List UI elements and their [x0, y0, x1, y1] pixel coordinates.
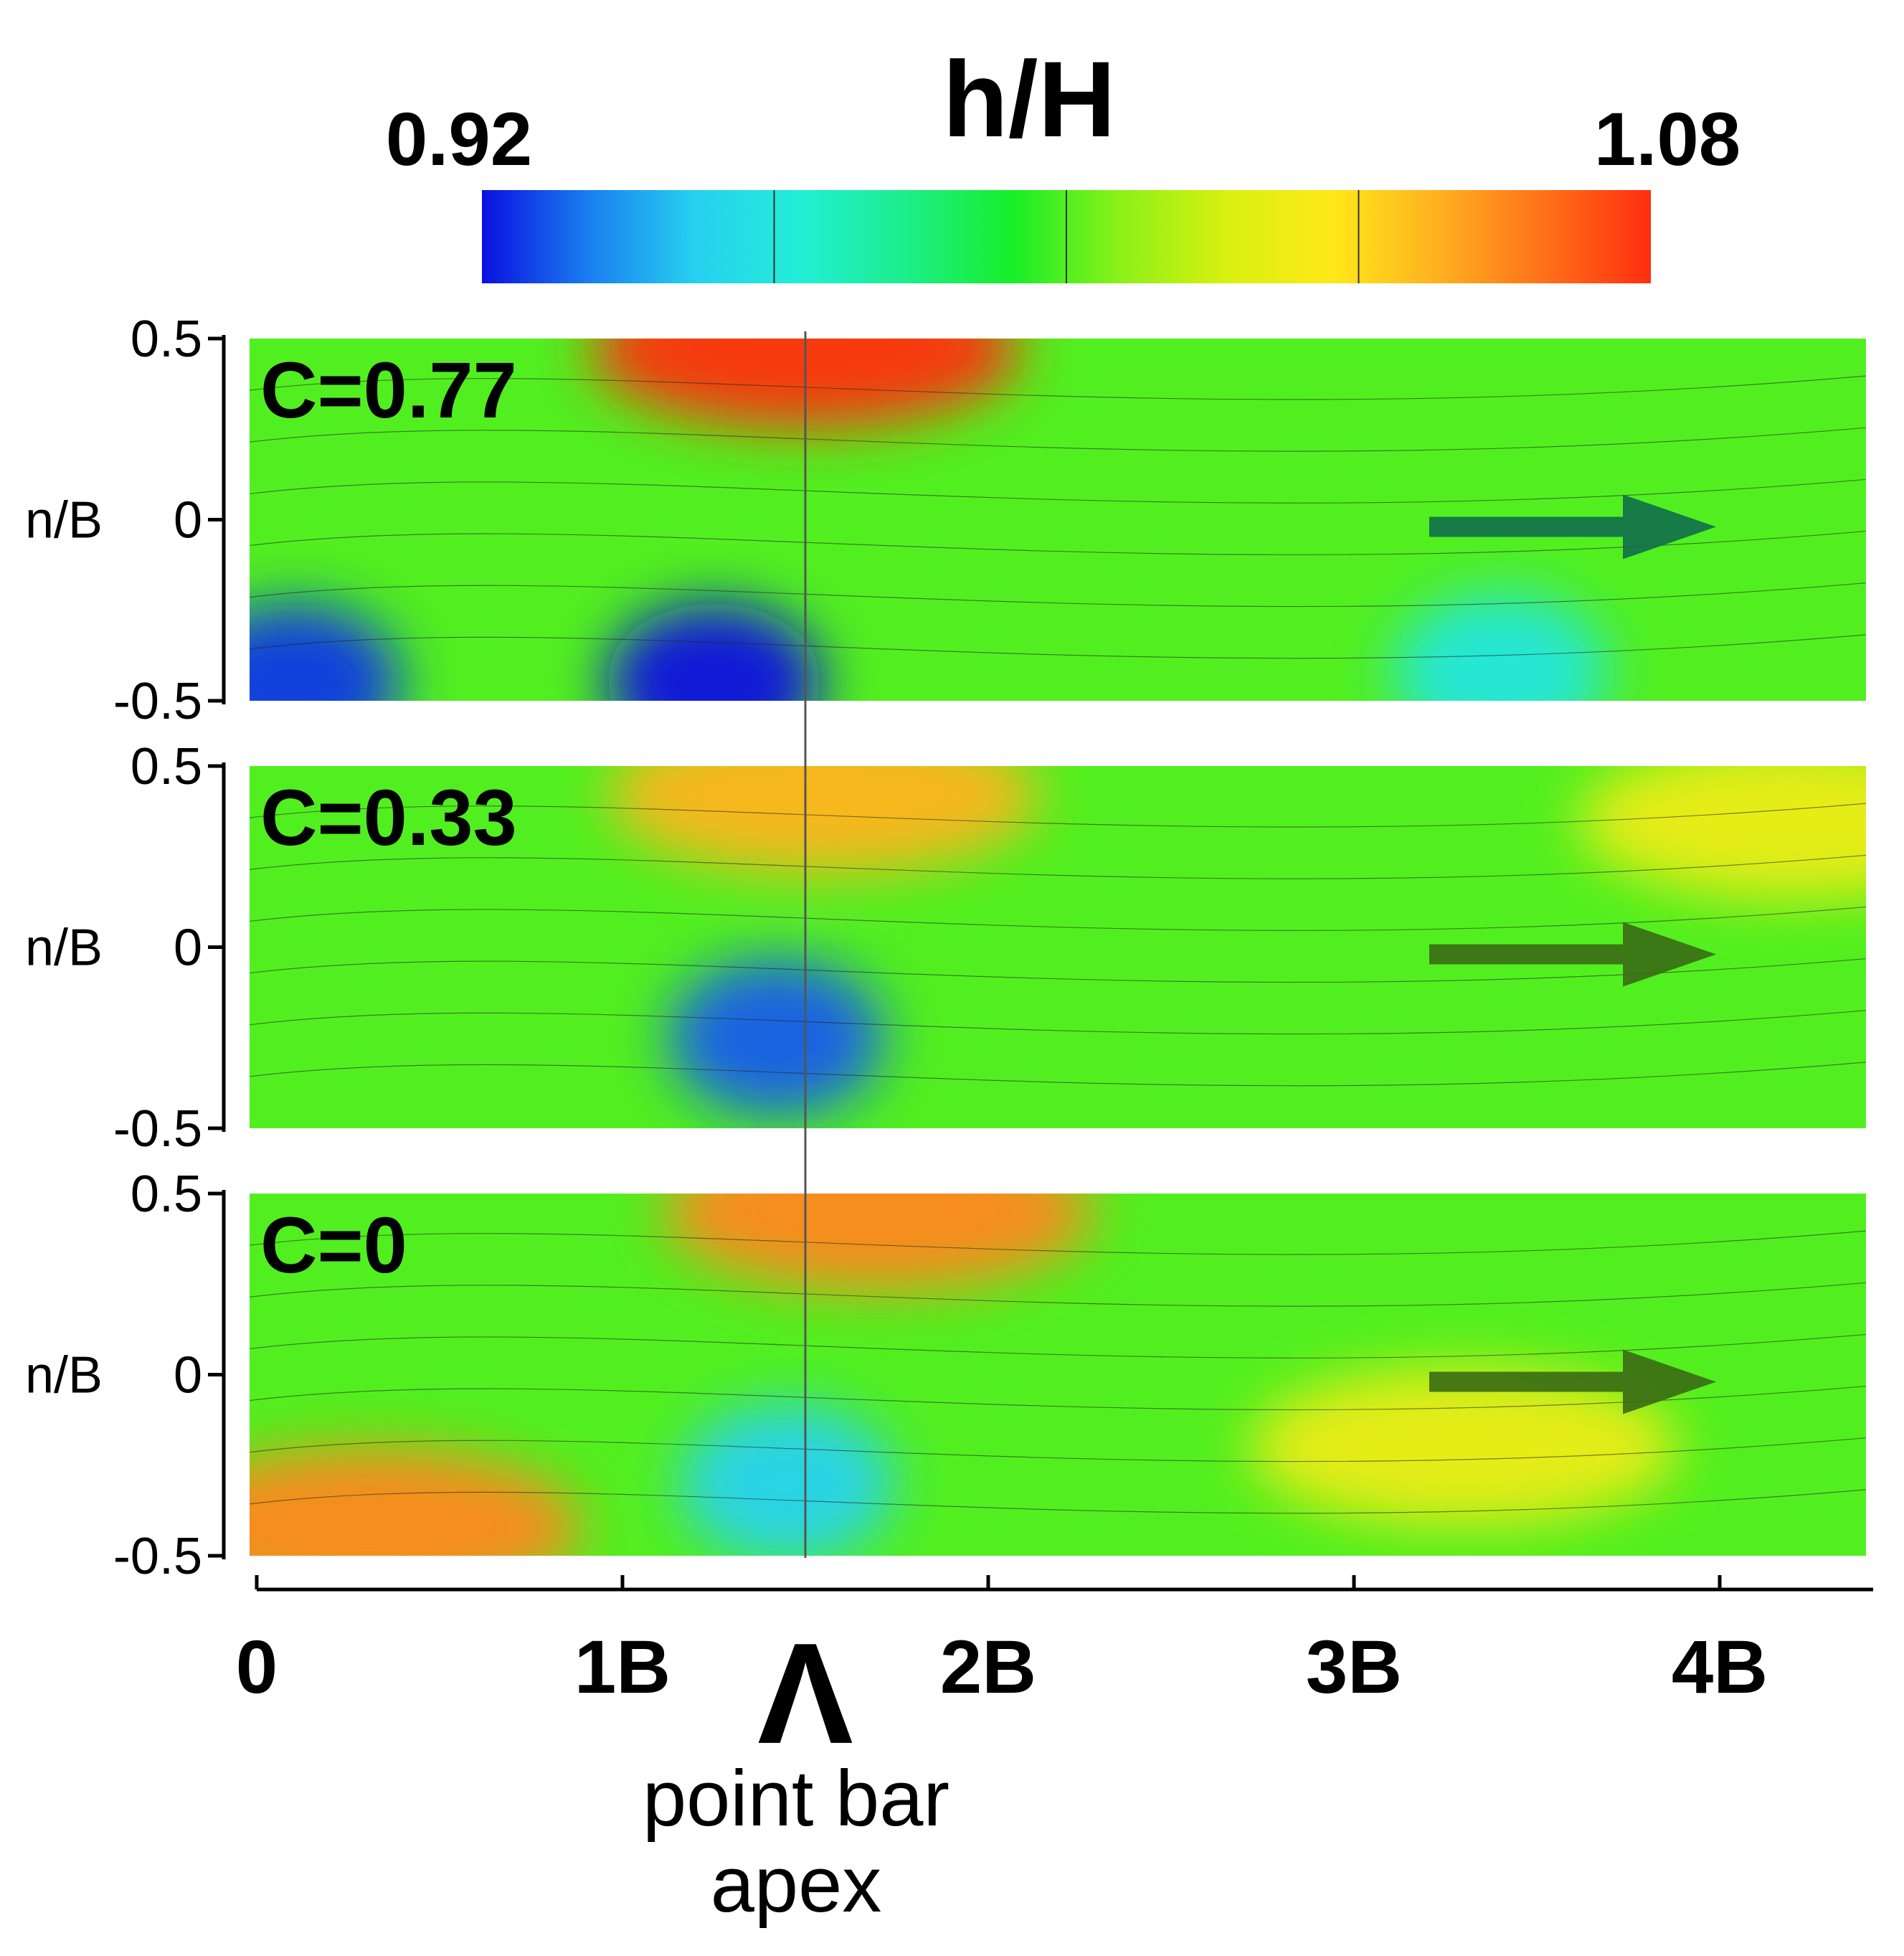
y-tick-label: -0.5: [113, 1528, 202, 1585]
y-axis: 0.5 0 -0.5 n/B: [25, 1166, 226, 1585]
x-tick-label: 0: [236, 1625, 278, 1709]
y-tick-label: -0.5: [113, 1100, 202, 1158]
field-max: [1249, 1368, 1679, 1526]
panel-1: C=0.77 0.5 0 -0.5 n/B: [25, 311, 1866, 730]
y-tick-label: 0: [174, 920, 202, 977]
y-tick-label: 0.5: [131, 311, 202, 368]
colorbar: h/H 0.92 1.08: [386, 39, 1740, 283]
y-axis-label: n/B: [25, 920, 103, 977]
field-min: [250, 603, 401, 701]
field-max: [1578, 766, 1866, 899]
y-tick-label: -0.5: [113, 673, 202, 730]
panel-field: [250, 1194, 1866, 1556]
flow-direction-arrow: [1429, 922, 1716, 987]
field-max: [608, 766, 1039, 874]
x-tick-label: 4B: [1672, 1625, 1768, 1709]
colorbar-ticks: [773, 190, 1360, 283]
y-axis-label: n/B: [25, 492, 103, 549]
colorbar-title: h/H: [942, 39, 1116, 159]
panel-label: C=0.77: [260, 346, 517, 435]
field-min: [668, 958, 884, 1117]
panel-label: C=0: [260, 1201, 407, 1290]
field-min: [1393, 592, 1608, 701]
apex-marker: Λ: [757, 1614, 853, 1774]
contour-lines: [250, 375, 1866, 659]
y-axis: 0.5 0 -0.5 n/B: [25, 311, 226, 730]
colorbar-min-label: 0.92: [386, 98, 532, 181]
y-axis: 0.5 0 -0.5 n/B: [25, 738, 226, 1158]
y-tick-label: 0: [174, 1347, 202, 1404]
x-axis: 0 1B 2B 3B 4B: [236, 1575, 1873, 1709]
flow-direction-arrow: [1429, 494, 1716, 559]
x-tick-label: 1B: [574, 1625, 671, 1709]
y-tick-label: 0.5: [131, 1166, 202, 1223]
contour-lines: [250, 1230, 1866, 1514]
contour-lines: [250, 803, 1866, 1087]
field-max: [663, 1194, 1094, 1291]
panel-3: C=0 0.5 0 -0.5 n/B: [25, 1166, 1866, 1585]
field-min: [679, 1404, 895, 1556]
panel-2: C=0.33 0.5 0 -0.5 n/B: [25, 738, 1866, 1158]
field-min: [606, 603, 822, 701]
colorbar-max-label: 1.08: [1594, 98, 1740, 181]
apex-label-line2: apex: [711, 1841, 882, 1929]
y-axis-label: n/B: [25, 1347, 103, 1404]
x-tick-label: 2B: [940, 1625, 1036, 1709]
apex-annotation: Λ point bar apex: [643, 1614, 949, 1929]
x-tick-label: 3B: [1306, 1625, 1402, 1709]
flow-direction-arrow: [1429, 1349, 1716, 1414]
field-max: [250, 1447, 582, 1556]
y-tick-label: 0.5: [131, 738, 202, 795]
x-ticks: 0 1B 2B 3B 4B: [236, 1575, 1768, 1709]
apex-label-line1: point bar: [643, 1754, 949, 1843]
y-tick-label: 0: [174, 492, 202, 549]
panel-label: C=0.33: [260, 774, 517, 862]
panel-field: [250, 339, 1866, 701]
panels: C=0.77 0.5 0 -0.5 n/B C=0.33 0.5 0 -0.5 n/B C=0 0.5…: [25, 311, 1866, 1585]
